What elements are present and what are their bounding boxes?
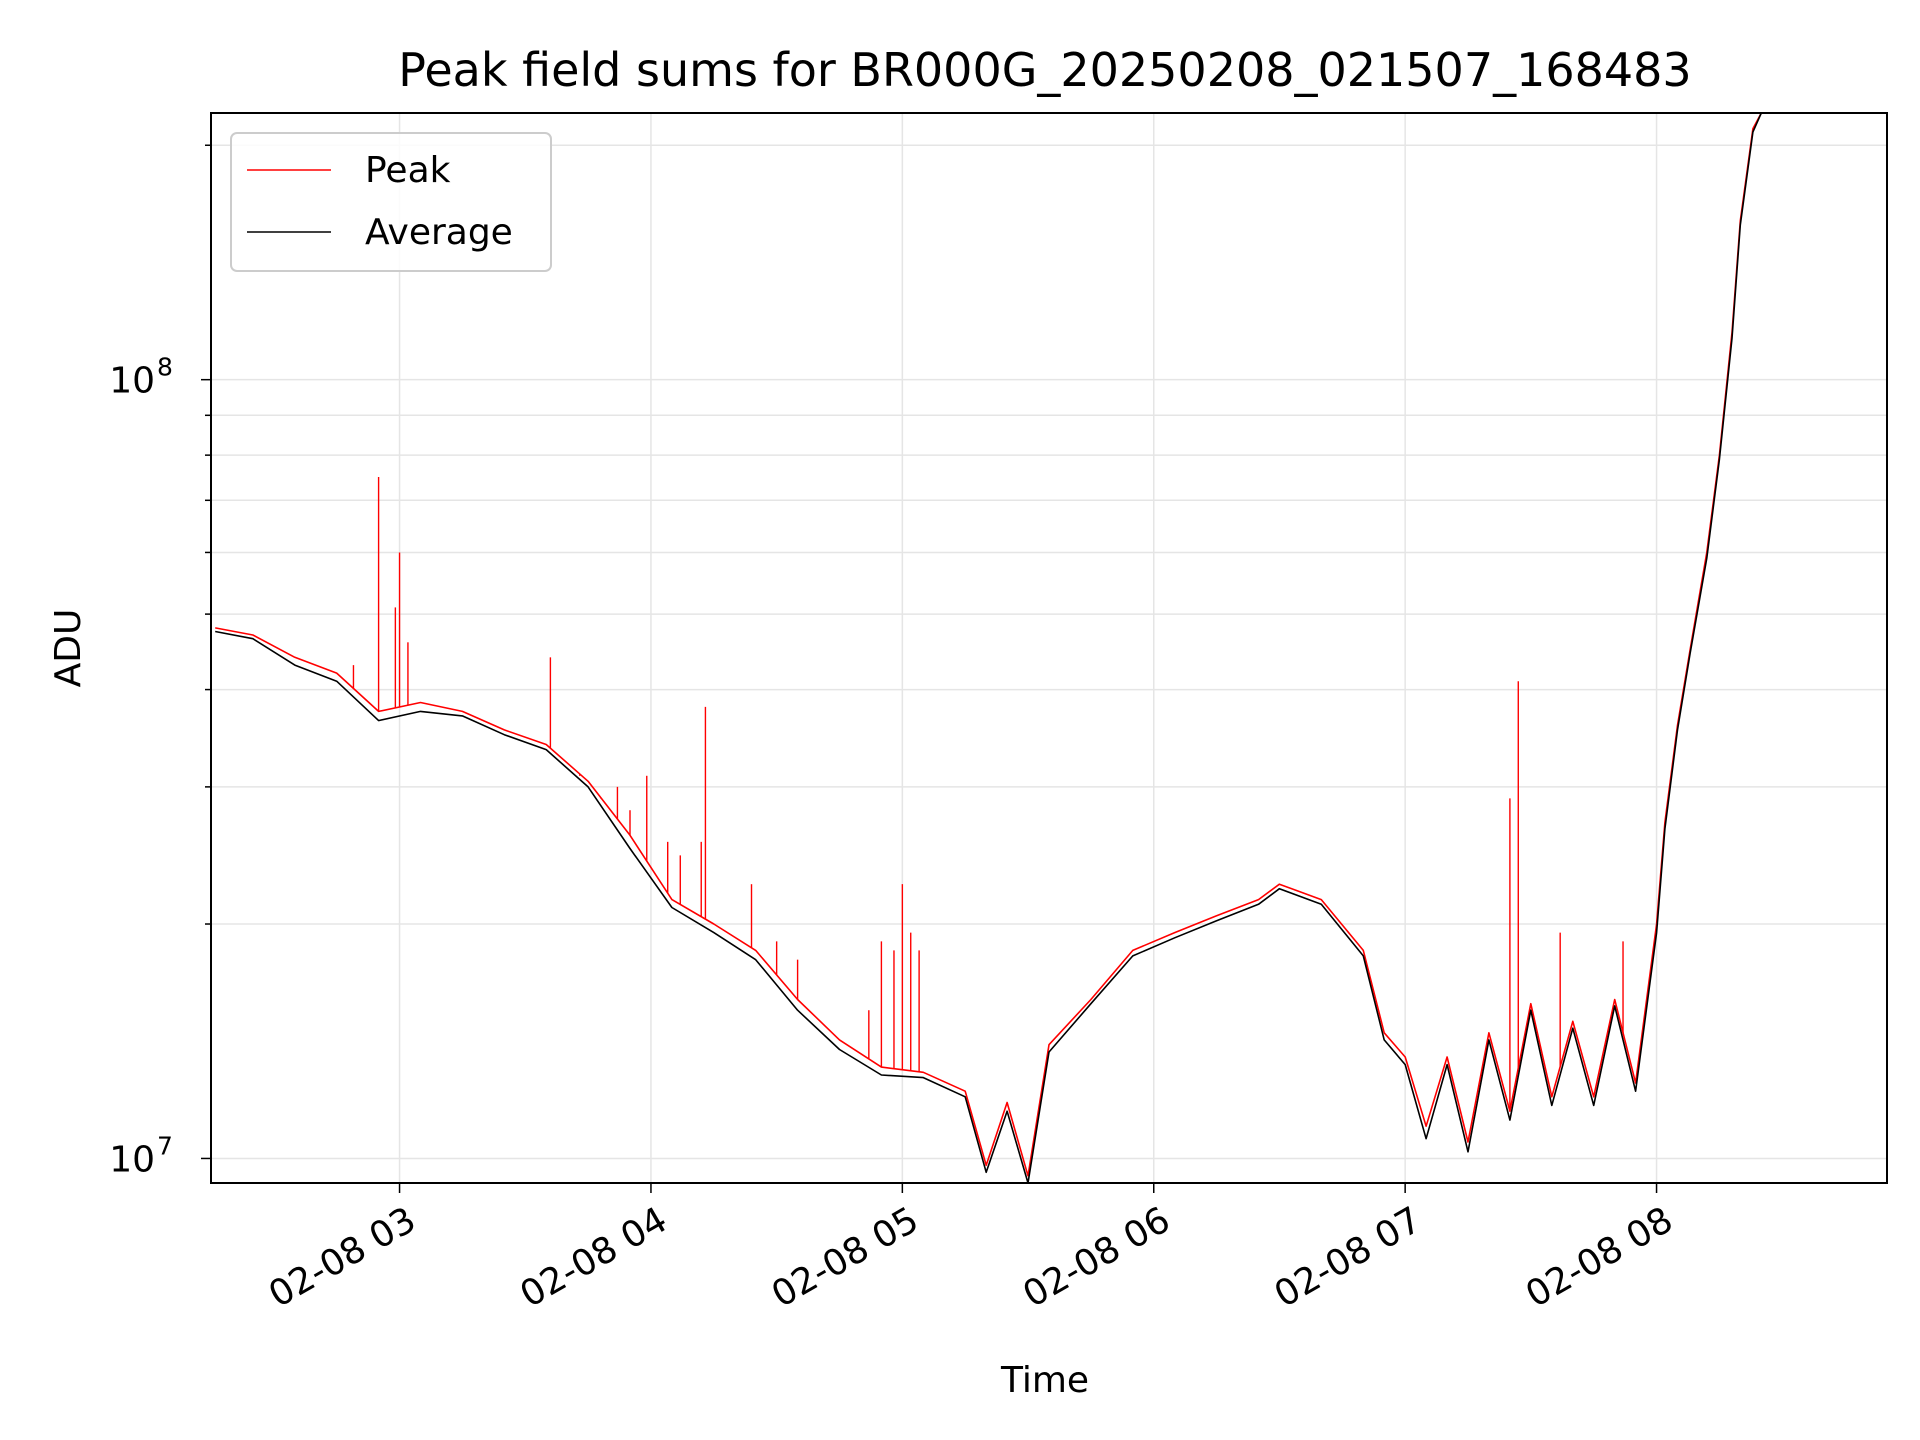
series-layer bbox=[215, 113, 1763, 1183]
plot-frame bbox=[210, 112, 1888, 1184]
y-tick-base: 10 bbox=[109, 1139, 155, 1180]
legend: Peak Average bbox=[230, 132, 552, 272]
y-tick-base: 10 bbox=[109, 361, 155, 402]
y-tick-exponent: 8 bbox=[157, 353, 173, 382]
x-axis-label: Time bbox=[1000, 1360, 1089, 1401]
legend-box bbox=[230, 132, 552, 272]
plot-area bbox=[215, 113, 1763, 1183]
y-tick-label: 10 8 bbox=[109, 353, 173, 402]
legend-peak-label: Peak bbox=[365, 150, 451, 191]
series-average-line bbox=[215, 113, 1763, 1183]
grid-lines bbox=[211, 113, 1887, 1183]
y-tick-exponent: 7 bbox=[157, 1131, 173, 1160]
y-axis-label: ADU bbox=[48, 609, 89, 688]
y-tick-label: 10 7 bbox=[109, 1131, 173, 1180]
chart-title: Peak field sums for BR000G_20250208_0215… bbox=[398, 43, 1691, 97]
legend-average-label: Average bbox=[365, 212, 513, 253]
